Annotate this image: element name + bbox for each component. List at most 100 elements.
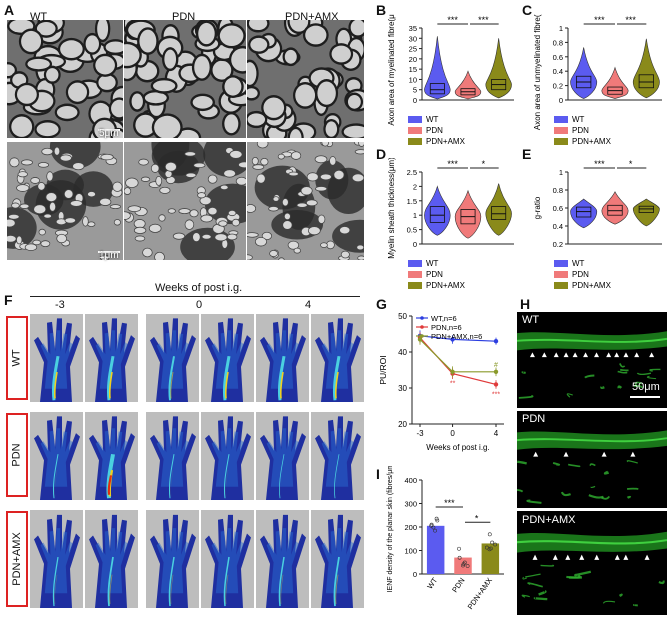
unmyelinated-axon	[247, 255, 252, 260]
unmyelinated-axon	[358, 142, 364, 146]
axon	[295, 84, 315, 106]
legend-marker	[420, 316, 424, 320]
unmyelinated-axon	[143, 248, 153, 257]
unmyelinated-axon	[269, 206, 279, 211]
unmyelinated-axon	[297, 203, 307, 207]
y-axis-label: Axon area of unmyelinated fibre(μm²)	[533, 14, 542, 130]
legend-swatch	[554, 271, 568, 278]
unmyelinated-axon	[279, 258, 285, 260]
fluo-label-pdn: PDN	[522, 413, 545, 425]
em-image-wt-top	[7, 20, 123, 138]
unmyelinated-axon	[159, 215, 165, 221]
series-line	[420, 339, 496, 371]
dermal-fibre	[535, 598, 548, 599]
point-annotation: #	[494, 362, 498, 369]
timepoint-minus3: -3	[55, 299, 65, 311]
unmyelinated-axon	[49, 202, 55, 211]
unmyelinated-axon	[358, 256, 364, 260]
panel-label-h: H	[520, 296, 530, 312]
unmyelinated-axon	[208, 207, 217, 215]
y-tick-label: 0.2	[553, 240, 563, 249]
y-tick-label: 300	[404, 500, 417, 509]
y-tick-label: 20	[409, 55, 417, 64]
em-texture	[247, 20, 364, 138]
data-point	[494, 339, 498, 343]
sig-label: *	[629, 159, 633, 169]
dermal-fibre	[620, 595, 622, 596]
unmyelinated-axon	[57, 234, 67, 243]
axon	[86, 35, 99, 52]
violin-wt	[571, 199, 597, 228]
point-annotation: ***	[492, 391, 500, 398]
y-tick-label: 35	[409, 24, 417, 33]
em-label-amx: PDN+AMX	[285, 11, 339, 23]
violin-pdn-amx	[633, 39, 659, 98]
em-image-pdn-bottom	[124, 142, 246, 260]
y-tick-label: 0	[413, 96, 417, 105]
timepoint-4: 4	[305, 299, 311, 311]
ldp-image	[146, 314, 199, 402]
axon	[154, 116, 180, 138]
violin-pdn	[602, 192, 628, 224]
sig-label: ***	[625, 15, 636, 25]
unmyelinated-axon	[230, 150, 242, 158]
fluo-bg	[517, 312, 667, 408]
dermal-fibre	[601, 387, 604, 388]
y-tick-label: 100	[404, 547, 417, 556]
ldp-image	[85, 510, 138, 608]
hand-perfusion-map	[30, 314, 83, 402]
unmyelinated-axon	[294, 248, 301, 253]
y-tick-label: 2.5	[407, 168, 417, 177]
unmyelinated-axon	[17, 185, 29, 192]
unmyelinated-axon	[247, 233, 258, 238]
em-texture	[7, 20, 123, 138]
row-label-wt: WT	[6, 316, 28, 400]
unmyelinated-axon	[42, 148, 53, 155]
axon	[224, 114, 238, 133]
unmyelinated-axon	[165, 162, 176, 171]
em-image-amx-top	[247, 20, 364, 138]
legend-label: PDN+AMX,n=6	[431, 332, 482, 341]
unmyelinated-axon	[185, 220, 194, 230]
sig-label: *	[475, 513, 479, 523]
legend-swatch	[408, 282, 422, 289]
fluo-texture	[517, 511, 667, 615]
y-tick-label: 1	[413, 211, 417, 220]
unmyelinated-axon	[278, 154, 284, 159]
scale-label-bottom: 1μm	[99, 250, 119, 261]
dermal-fibre	[627, 497, 630, 498]
ldp-image	[256, 412, 309, 500]
data-point	[494, 370, 498, 374]
axon	[145, 92, 167, 103]
unmyelinated-axon	[238, 162, 246, 168]
fluo-bg	[517, 411, 667, 508]
ldp-image	[256, 314, 309, 402]
legend-swatch	[408, 138, 422, 145]
unmyelinated-axon	[340, 226, 350, 233]
data-point	[418, 337, 422, 341]
unmyelinated-axon	[168, 209, 175, 214]
unmyelinated-axon	[257, 174, 265, 183]
unmyelinated-axon	[301, 187, 312, 195]
hand-perfusion-map	[85, 510, 138, 608]
legend-swatch	[554, 138, 568, 145]
panel-label-f: F	[4, 292, 13, 308]
unmyelinated-axon	[100, 198, 111, 205]
hand-perfusion-map	[201, 412, 254, 500]
hand-perfusion-map	[146, 412, 199, 500]
unmyelinated-axon	[352, 174, 364, 182]
violin-pdn-amx	[486, 38, 512, 98]
unmyelinated-axon	[44, 214, 52, 218]
unmyelinated-axon	[270, 250, 278, 256]
sig-label: ***	[594, 159, 605, 169]
y-tick-label: 0.6	[553, 204, 563, 213]
unmyelinated-axon	[18, 172, 28, 177]
hand-perfusion-map	[85, 314, 138, 402]
ldp-image	[201, 412, 254, 500]
unmyelinated-axon	[73, 163, 84, 170]
fluo-label-amx: PDN+AMX	[522, 514, 576, 526]
y-tick-label: 20	[398, 420, 407, 429]
